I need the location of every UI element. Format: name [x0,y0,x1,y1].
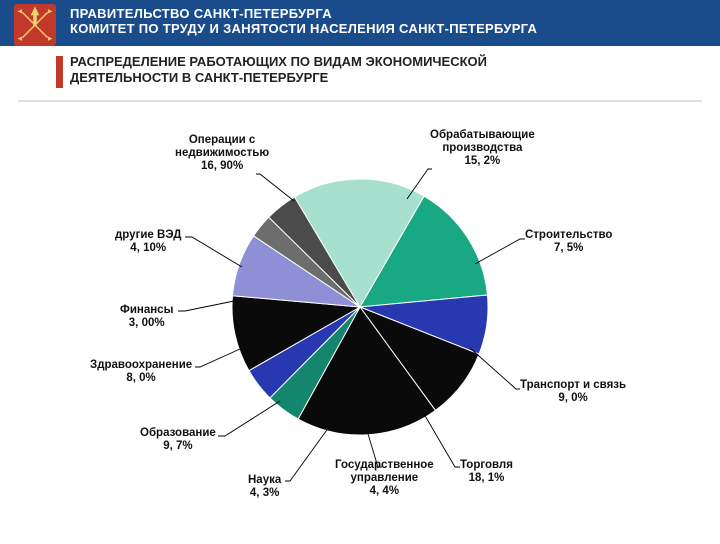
leader-line-2 [470,348,520,389]
leader-line-8 [178,301,234,311]
slice-label-0: Обрабатывающиепроизводства15, 2% [430,129,535,169]
subtitle-line1: РАСПРЕДЕЛЕНИЕ РАБОТАЮЩИХ ПО ВИДАМ ЭКОНОМ… [70,54,710,70]
pie-chart: Обрабатывающиепроизводства15, 2% Строител… [0,109,720,539]
slice-label-8: Финансы3, 00% [120,304,173,330]
slice-label-5: Наука4, 3% [248,474,281,500]
subtitle-block: РАСПРЕДЕЛЕНИЕ РАБОТАЮЩИХ ПО ВИДАМ ЭКОНОМ… [0,46,720,91]
header-line1: ПРАВИТЕЛЬСТВО САНКТ-ПЕТЕРБУРГА [70,6,710,21]
slice-label-7: Здравоохранение8, 0% [90,359,192,385]
leader-line-5 [285,427,329,481]
leader-line-9 [185,237,242,267]
leader-line-10 [256,174,294,201]
slice-label-3: Торговля18, 1% [460,459,513,485]
subtitle-line2: ДЕЯТЕЛЬНОСТИ В САНКТ-ПЕТЕРБУРГЕ [70,70,710,86]
slice-label-1: Строительство7, 5% [525,229,612,255]
header-line2: КОМИТЕТ ПО ТРУДУ И ЗАНЯТОСТИ НАСЕЛЕНИЯ С… [70,21,710,36]
header-bar: ПРАВИТЕЛЬСТВО САНКТ-ПЕТЕРБУРГА КОМИТЕТ П… [0,0,720,46]
leader-line-6 [218,401,280,436]
leader-line-1 [475,239,525,264]
divider-line [18,99,702,104]
spb-emblem-icon [14,4,56,46]
accent-bar [56,56,63,88]
slice-label-10: Операции снедвижимостью16, 90% [175,134,269,174]
slice-label-2: Транспорт и связь9, 0% [520,379,626,405]
slice-label-4: Государственноеуправление4, 4% [335,459,434,499]
slice-label-9: другие ВЭД4, 10% [115,229,181,255]
slice-label-6: Образование9, 7% [140,427,216,453]
leader-line-7 [195,349,240,367]
